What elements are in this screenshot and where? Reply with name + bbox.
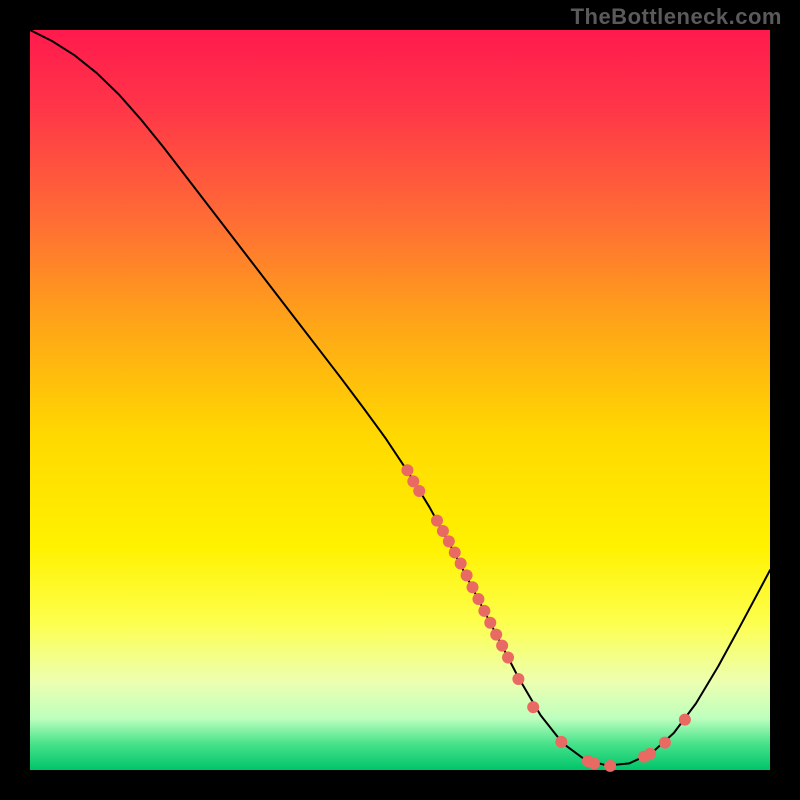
curve-marker — [455, 558, 467, 570]
curve-marker — [502, 652, 514, 664]
curve-marker — [461, 569, 473, 581]
curve-marker — [588, 757, 600, 769]
curve-marker — [449, 546, 461, 558]
curve-marker — [413, 485, 425, 497]
curve-marker — [512, 673, 524, 685]
chart-stage: TheBottleneck.com — [0, 0, 800, 800]
curve-marker — [467, 581, 479, 593]
watermark-text: TheBottleneck.com — [571, 4, 782, 30]
curve-marker — [401, 464, 413, 476]
bottleneck-curve-chart — [0, 0, 800, 800]
curve-marker — [472, 593, 484, 605]
plot-background — [30, 30, 770, 770]
curve-marker — [527, 701, 539, 713]
curve-marker — [659, 737, 671, 749]
curve-marker — [490, 629, 502, 641]
curve-marker — [679, 714, 691, 726]
curve-marker — [443, 535, 455, 547]
curve-marker — [496, 640, 508, 652]
curve-marker — [644, 748, 656, 760]
curve-marker — [484, 617, 496, 629]
curve-marker — [604, 760, 616, 772]
curve-marker — [478, 605, 490, 617]
curve-marker — [555, 736, 567, 748]
curve-marker — [437, 525, 449, 537]
curve-marker — [431, 515, 443, 527]
